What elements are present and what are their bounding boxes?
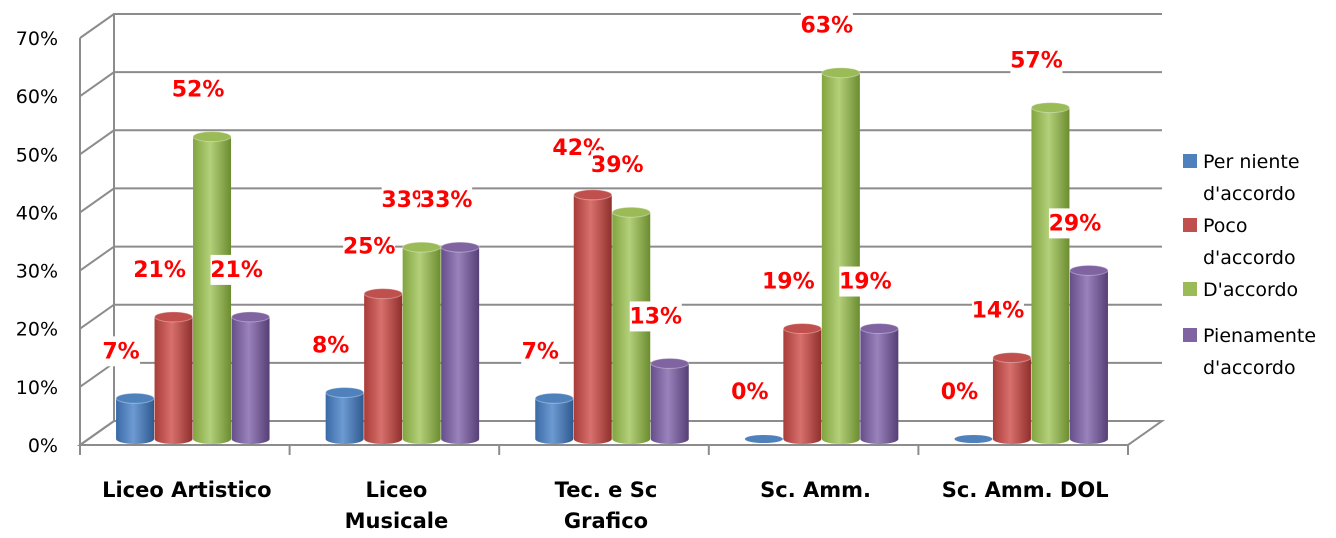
bar	[859, 323, 899, 444]
bar	[744, 435, 783, 443]
legend-label: Per niente	[1203, 151, 1300, 173]
data-label: 57%	[1010, 49, 1063, 74]
chart-floor	[76, 420, 1166, 446]
bar	[363, 288, 403, 444]
data-label-bg	[420, 185, 473, 216]
data-label: 7%	[522, 339, 559, 364]
bar	[154, 311, 194, 444]
data-label-bg	[730, 377, 769, 407]
data-label-bg	[971, 295, 1024, 326]
x-category-label: Sc. Amm. DOL	[942, 478, 1109, 502]
bar	[231, 311, 271, 444]
data-label: 21%	[133, 258, 186, 283]
data-label: 19%	[762, 270, 815, 295]
data-label: 8%	[312, 333, 349, 358]
legend-label: Poco	[1203, 215, 1248, 237]
gridline	[79, 13, 1162, 39]
bar	[782, 323, 822, 444]
y-tick-label: 40%	[16, 202, 58, 224]
legend-label: Pienamente	[1203, 325, 1317, 347]
data-label-bg	[1048, 208, 1101, 239]
data-label: 14%	[972, 299, 1025, 324]
bar	[1069, 264, 1109, 444]
data-label: 29%	[1049, 211, 1102, 236]
data-label-bg	[521, 336, 560, 367]
data-label: 33%	[420, 188, 473, 213]
data-label-bg	[839, 266, 892, 297]
data-label: 19%	[839, 270, 892, 295]
data-label: 21%	[210, 258, 263, 283]
legend-swatch	[1183, 218, 1197, 232]
legend-item: Per niente d'accordo	[1183, 146, 1333, 210]
data-label-bg	[629, 301, 682, 332]
data-label-bg	[940, 377, 979, 407]
bar	[650, 357, 690, 444]
x-category-label: Liceo Artistico	[102, 478, 271, 502]
bars	[115, 67, 1109, 444]
y-tick-label: 20%	[16, 319, 58, 341]
data-label-bg	[210, 254, 263, 285]
legend-label: d'accordo	[1203, 357, 1296, 379]
data-label: 52%	[172, 78, 225, 103]
data-label: 0%	[731, 380, 768, 405]
legend-item: Pienamente d'accordo	[1183, 320, 1333, 384]
bar	[821, 67, 861, 444]
data-label: 7%	[102, 339, 139, 364]
legend-swatch	[1183, 328, 1197, 342]
bar	[534, 392, 574, 444]
y-tick-label: 60%	[16, 86, 58, 108]
y-tick-label: 10%	[16, 377, 58, 399]
legend-swatch	[1183, 282, 1197, 296]
data-label: 25%	[343, 235, 396, 260]
legend-item: Poco d'accordo	[1183, 210, 1333, 274]
legend: Per niente d'accordo Poco d'accordo D'accord…	[1183, 146, 1333, 384]
legend-label: d'accordo	[1203, 183, 1296, 205]
bar	[573, 189, 613, 444]
bar	[115, 392, 155, 444]
y-tick-label: 0%	[28, 435, 58, 457]
bar	[992, 352, 1032, 444]
data-label-bg	[800, 10, 853, 41]
data-label: 39%	[591, 153, 644, 178]
legend-item: D'accordo	[1183, 274, 1333, 306]
data-label-bg	[102, 336, 141, 367]
data-label-bg	[343, 231, 396, 262]
bar	[954, 435, 993, 443]
bar	[1030, 102, 1070, 444]
bar	[325, 386, 365, 444]
bar	[402, 241, 442, 444]
data-label-bg	[133, 254, 186, 285]
y-tick-label: 70%	[16, 28, 58, 50]
data-label-bg	[762, 266, 815, 297]
y-tick-label: 50%	[16, 144, 58, 166]
gridline	[79, 71, 1162, 97]
x-category-label: Musicale	[345, 509, 449, 533]
x-category-label: Sc. Amm.	[760, 478, 871, 502]
x-category-label: Tec. e Sc	[555, 478, 658, 502]
data-label-bg	[311, 330, 350, 361]
axes: 0% 10% 20% 30% 40% 50% 60% 70% Liceo Artistico Li…	[16, 14, 1166, 533]
legend-label: d'accordo	[1203, 247, 1296, 269]
data-label-bg	[591, 150, 644, 181]
legend-swatch	[1183, 154, 1197, 168]
y-tick-label: 30%	[16, 261, 58, 283]
data-label-bg	[1010, 45, 1063, 76]
bar	[440, 241, 480, 444]
data-label: 63%	[801, 14, 854, 39]
data-label: 13%	[629, 304, 682, 329]
data-label-bg	[172, 74, 225, 105]
x-category-label: Liceo	[366, 478, 428, 502]
x-category-label: Grafico	[564, 509, 648, 533]
legend-label: D'accordo	[1203, 279, 1299, 301]
data-label: 0%	[941, 380, 978, 405]
data-labels: 7% 8% 7%0% 0%21%25%42%19%14%52%33%39%63%57%…	[102, 10, 1102, 407]
bar	[192, 131, 232, 444]
